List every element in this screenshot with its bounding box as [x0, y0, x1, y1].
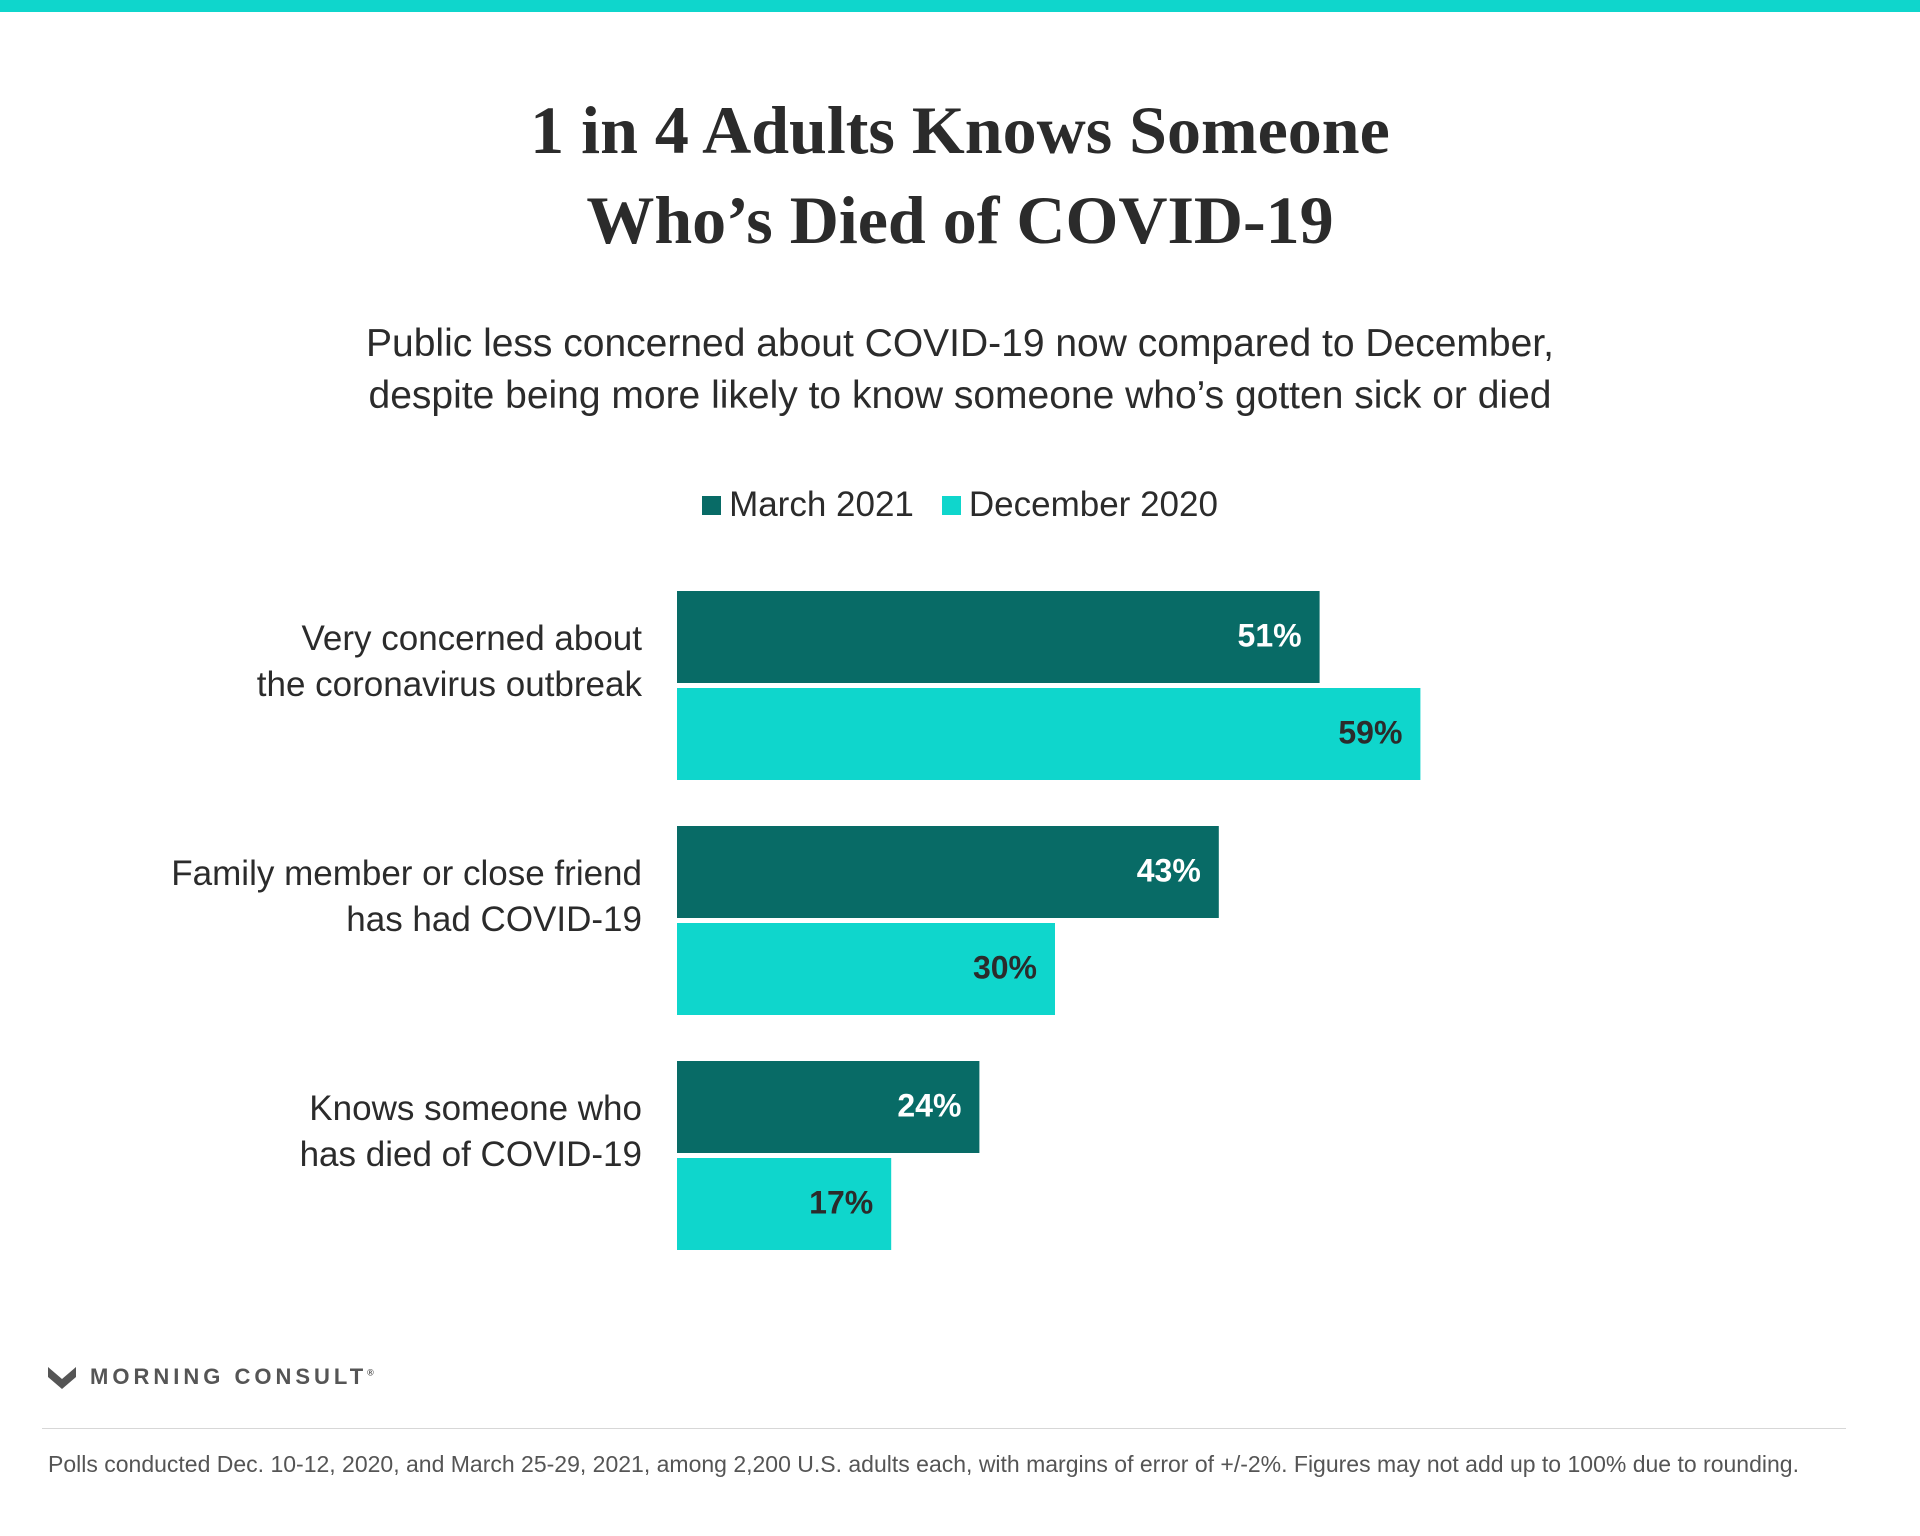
- bar-march-2021-very-concerned: [677, 591, 1320, 683]
- footer-divider: [42, 1428, 1846, 1429]
- morning-consult-logo: MORNING CONSULT®: [48, 1364, 374, 1390]
- chart-title: 1 in 4 Adults Knows Someone Who’s Died o…: [0, 85, 1920, 265]
- top-accent-bar: [0, 0, 1920, 12]
- category-label-family-or-friend-had-covid-line-1: Family member or close friend: [171, 854, 642, 893]
- category-label-family-or-friend-had-covid-line-2: has had COVID-19: [346, 900, 642, 939]
- legend-item-march-2021: March 2021: [702, 485, 914, 525]
- chart-title-line-1: 1 in 4 Adults Knows Someone: [530, 92, 1390, 168]
- logo-wordmark-text: MORNING CONSULT: [90, 1364, 368, 1389]
- category-label-knows-someone-died-line-2: has died of COVID-19: [300, 1135, 642, 1174]
- data-label-march-2021-family-or-friend-had-covid: 43%: [1137, 852, 1201, 888]
- chart-subtitle-line-2: despite being more likely to know someon…: [368, 374, 1552, 417]
- legend-label-march-2021: March 2021: [729, 485, 914, 524]
- legend-label-december-2020: December 2020: [968, 485, 1218, 524]
- data-label-december-2020-family-or-friend-had-covid: 30%: [973, 949, 1037, 985]
- data-label-march-2021-very-concerned: 51%: [1238, 617, 1302, 653]
- chart-title-line-2: Who’s Died of COVID-19: [586, 182, 1334, 258]
- legend-swatch-march-2021: [702, 495, 722, 515]
- bar-march-2021-knows-someone-died: [677, 1061, 980, 1153]
- category-label-knows-someone-died-line-1: Knows someone who: [309, 1089, 642, 1128]
- logo-wordmark: MORNING CONSULT®: [90, 1364, 374, 1390]
- data-label-december-2020-very-concerned: 59%: [1338, 714, 1402, 750]
- category-label-very-concerned-line-2: the coronavirus outbreak: [257, 665, 643, 704]
- logo-registered-mark: ®: [367, 1367, 374, 1378]
- bar-march-2021-family-or-friend-had-covid: [677, 826, 1219, 918]
- chart-legend: March 2021 December 2020: [0, 485, 1920, 525]
- data-label-march-2021-knows-someone-died: 24%: [897, 1087, 961, 1123]
- bar-december-2020-very-concerned: [677, 688, 1421, 780]
- footnote: Polls conducted Dec. 10-12, 2020, and Ma…: [48, 1451, 1799, 1477]
- morning-consult-logo-icon: [48, 1367, 76, 1389]
- bar-chart: Very concerned about the coronavirus outb…: [171, 591, 1421, 1250]
- chart-subtitle: Public less concerned about COVID-19 now…: [0, 318, 1920, 422]
- bar-december-2020-family-or-friend-had-covid: [677, 923, 1055, 1015]
- category-label-very-concerned-line-1: Very concerned about: [301, 619, 642, 658]
- legend-item-december-2020: December 2020: [941, 485, 1218, 525]
- bar-december-2020-knows-someone-died: [677, 1158, 892, 1250]
- chart-subtitle-line-1: Public less concerned about COVID-19 now…: [366, 322, 1554, 365]
- data-label-december-2020-knows-someone-died: 17%: [809, 1184, 873, 1220]
- legend-swatch-december-2020: [941, 495, 961, 515]
